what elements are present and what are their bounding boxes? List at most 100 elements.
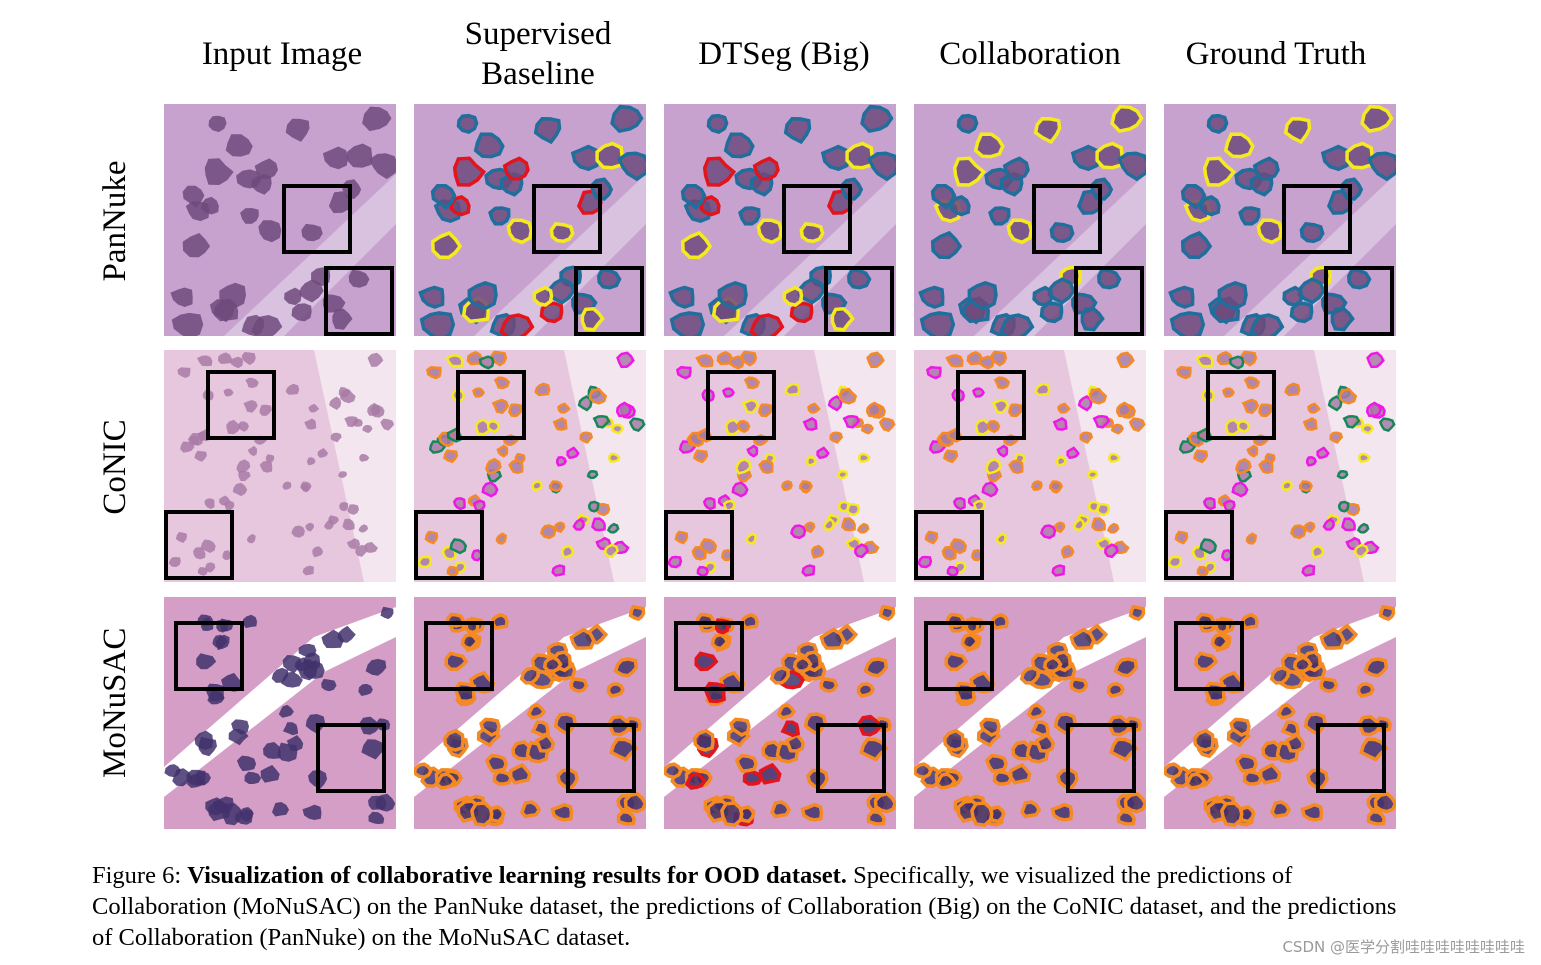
nucleus [694, 651, 719, 672]
nucleus [680, 230, 713, 260]
zoom-box [164, 510, 234, 580]
nucleus [342, 518, 355, 531]
nucleus [418, 285, 445, 309]
nucleus [702, 497, 716, 511]
nucleus [1246, 444, 1259, 458]
nucleus [1222, 499, 1236, 512]
nucleus [842, 415, 861, 429]
nucleus [992, 769, 1014, 786]
nucleus [972, 387, 985, 398]
nucleus [731, 481, 749, 498]
nucleus [917, 555, 933, 569]
nucleus [706, 113, 729, 134]
nucleus [330, 432, 342, 443]
nucleus [792, 655, 813, 674]
nucleus [1095, 141, 1124, 170]
nucleus [1221, 548, 1234, 562]
image-tile-monusac-3 [914, 597, 1146, 829]
nucleus [919, 311, 956, 336]
nucleus [221, 803, 242, 826]
nucleus [680, 183, 707, 210]
nucleus [550, 802, 574, 822]
nucleus [836, 470, 849, 480]
nucleus [945, 354, 964, 368]
nucleus [208, 115, 227, 133]
nucleus [243, 400, 258, 413]
nucleus [359, 454, 370, 462]
nucleus [798, 480, 814, 493]
image-tile-pannuke-2 [664, 104, 896, 336]
nucleus [1366, 351, 1385, 369]
nucleus [972, 499, 986, 512]
nucleus [300, 481, 312, 491]
nucleus [419, 311, 456, 336]
nucleus [692, 449, 709, 464]
nucleus [1052, 417, 1068, 431]
nucleus [363, 542, 378, 553]
nucleus [323, 519, 334, 530]
nucleus [414, 762, 433, 780]
nucleus [302, 804, 322, 820]
nucleus [258, 220, 282, 243]
nucleus [729, 717, 751, 738]
nucleus [442, 449, 459, 464]
nucleus [1347, 267, 1372, 290]
zoom-box [1174, 621, 1244, 691]
nucleus [613, 657, 639, 678]
nucleus [226, 419, 241, 435]
caption-prefix: Figure 6: [92, 862, 188, 889]
nucleus [1202, 156, 1237, 187]
nucleus [1080, 306, 1105, 332]
nucleus [805, 456, 818, 467]
nucleus [749, 313, 785, 336]
nucleus [984, 753, 1008, 773]
nucleus [1128, 417, 1146, 433]
nucleus [617, 151, 646, 182]
nucleus [710, 632, 730, 651]
nucleus [847, 267, 872, 290]
nucleus [1289, 301, 1314, 324]
nucleus [991, 612, 1009, 631]
nucleus [1356, 522, 1370, 534]
nucleus [1258, 762, 1282, 785]
nucleus [595, 141, 624, 170]
nucleus [695, 354, 714, 368]
nucleus [1030, 720, 1051, 738]
zoom-box [424, 621, 494, 691]
nucleus [866, 809, 887, 826]
nucleus [200, 539, 216, 553]
nucleus [1039, 301, 1064, 324]
nucleus [294, 657, 311, 672]
nucleus [534, 382, 551, 397]
nucleus [1031, 480, 1043, 492]
nucleus [552, 417, 568, 431]
nucleus [1322, 517, 1335, 531]
nucleus [197, 355, 213, 367]
nucleus [1290, 524, 1307, 540]
nucleus [1231, 481, 1249, 498]
nucleus [1097, 267, 1122, 290]
nucleus [856, 522, 870, 534]
tissue-image [914, 597, 1146, 829]
nucleus [236, 459, 251, 474]
nucleus [756, 218, 784, 245]
nucleus [1032, 285, 1054, 307]
nucleus [1034, 382, 1051, 397]
nucleus [616, 351, 635, 369]
nucleus [1057, 402, 1071, 414]
nucleus [1363, 657, 1389, 678]
nucleus [949, 538, 968, 555]
nucleus [592, 415, 611, 429]
nucleus [1378, 604, 1396, 622]
nucleus [1284, 382, 1301, 397]
nucleus [251, 173, 272, 195]
nucleus [223, 388, 234, 397]
zoom-box [566, 723, 636, 793]
nucleus [1128, 604, 1146, 622]
nucleus [973, 132, 1005, 159]
nucleus [251, 315, 283, 336]
nucleus [1088, 387, 1108, 405]
nucleus [1345, 141, 1374, 170]
nucleus [586, 470, 599, 480]
nucleus [854, 543, 870, 559]
